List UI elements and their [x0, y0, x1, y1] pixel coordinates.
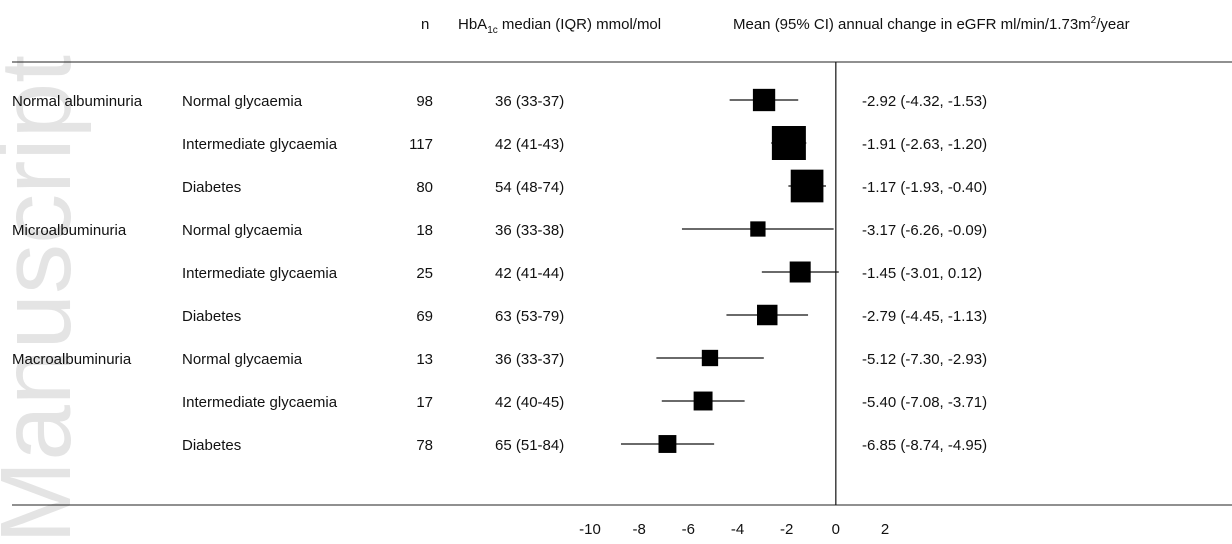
- group-label: Macroalbuminuria: [12, 351, 132, 368]
- point-estimate-marker: [658, 435, 677, 453]
- point-estimate-marker: [757, 304, 778, 326]
- ci-text: -2.92 (-4.32, -1.53): [862, 93, 987, 110]
- column-header-hba1c: HbA1c median (IQR) mmol/mol: [458, 16, 661, 36]
- n-value: 13: [416, 351, 433, 368]
- table-rows: Normal glycaemia 98 36 (33-37) -2.92 (-4.32…: [182, 93, 987, 454]
- hba1c-value: 42 (41-44): [495, 265, 564, 282]
- glycaemia-label: Diabetes: [182, 437, 241, 454]
- x-tick-label: 2: [881, 521, 889, 538]
- hba1c-value: 65 (51-84): [495, 437, 564, 454]
- hba1c-value: 36 (33-37): [495, 93, 564, 110]
- effect-rest: /year: [1096, 16, 1129, 33]
- hba1c-value: 42 (41-43): [495, 136, 564, 153]
- effect-superscript: 2: [1091, 15, 1097, 26]
- group-labels: Normal albuminuria Microalbuminuria Macroa…: [12, 93, 143, 368]
- ci-text: -6.85 (-8.74, -4.95): [862, 437, 987, 454]
- hba1c-value: 36 (33-37): [495, 351, 564, 368]
- point-estimate-marker: [693, 391, 713, 411]
- glycaemia-label: Normal glycaemia: [182, 93, 303, 110]
- ci-text: -5.12 (-7.30, -2.93): [862, 351, 987, 368]
- ci-text: -1.91 (-2.63, -1.20): [862, 136, 987, 153]
- point-estimate-marker: [790, 169, 824, 203]
- hba1c-value: 36 (33-38): [495, 222, 564, 239]
- point-estimate-marker: [750, 221, 766, 237]
- hba1c-value: 63 (53-79): [495, 308, 564, 325]
- glycaemia-label: Intermediate glycaemia: [182, 265, 338, 282]
- glycaemia-label: Intermediate glycaemia: [182, 394, 338, 411]
- watermark-text: Manuscript: [0, 55, 92, 544]
- n-value: 17: [416, 394, 433, 411]
- n-value: 117: [409, 136, 433, 153]
- ci-text: -5.40 (-7.08, -3.71): [862, 394, 987, 411]
- glycaemia-label: Intermediate glycaemia: [182, 136, 338, 153]
- group-label: Normal albuminuria: [12, 93, 143, 110]
- point-estimate-marker: [771, 126, 806, 160]
- glycaemia-label: Normal glycaemia: [182, 222, 303, 239]
- hba1c-rest: median (IQR) mmol/mol: [498, 16, 661, 33]
- point-estimate-marker: [789, 261, 811, 283]
- n-value: 80: [416, 179, 433, 196]
- n-value: 25: [416, 265, 433, 282]
- column-header-effect: Mean (95% CI) annual change in eGFR ml/m…: [733, 15, 1130, 33]
- ci-text: -1.45 (-3.01, 0.12): [862, 265, 982, 282]
- hba1c-value: 42 (40-45): [495, 394, 564, 411]
- x-tick-label: -10: [579, 521, 601, 538]
- hba1c-value: 54 (48-74): [495, 179, 564, 196]
- x-axis: -10 -8 -6 -4 -2 0 2: [579, 521, 889, 538]
- x-tick-label: -6: [682, 521, 695, 538]
- hba1c-subscript: 1c: [487, 25, 498, 36]
- column-header-n: n: [421, 16, 429, 33]
- n-value: 78: [416, 437, 433, 454]
- x-tick-label: -8: [632, 521, 645, 538]
- plot-marks: [620, 62, 839, 505]
- x-tick-label: -4: [731, 521, 744, 538]
- n-value: 69: [416, 308, 433, 325]
- point-estimate-marker: [701, 349, 719, 367]
- n-value: 98: [416, 93, 433, 110]
- glycaemia-label: Normal glycaemia: [182, 351, 303, 368]
- x-tick-label: 0: [832, 521, 840, 538]
- group-label: Microalbuminuria: [12, 222, 127, 239]
- n-value: 18: [416, 222, 433, 239]
- ci-text: -1.17 (-1.93, -0.40): [862, 179, 987, 196]
- point-estimate-marker: [752, 88, 776, 112]
- glycaemia-label: Diabetes: [182, 179, 241, 196]
- glycaemia-label: Diabetes: [182, 308, 241, 325]
- hba1c-main: HbA: [458, 16, 487, 33]
- ci-text: -2.79 (-4.45, -1.13): [862, 308, 987, 325]
- x-tick-label: -2: [780, 521, 793, 538]
- effect-main: Mean (95% CI) annual change in eGFR ml/m…: [733, 16, 1091, 33]
- ci-text: -3.17 (-6.26, -0.09): [862, 222, 987, 239]
